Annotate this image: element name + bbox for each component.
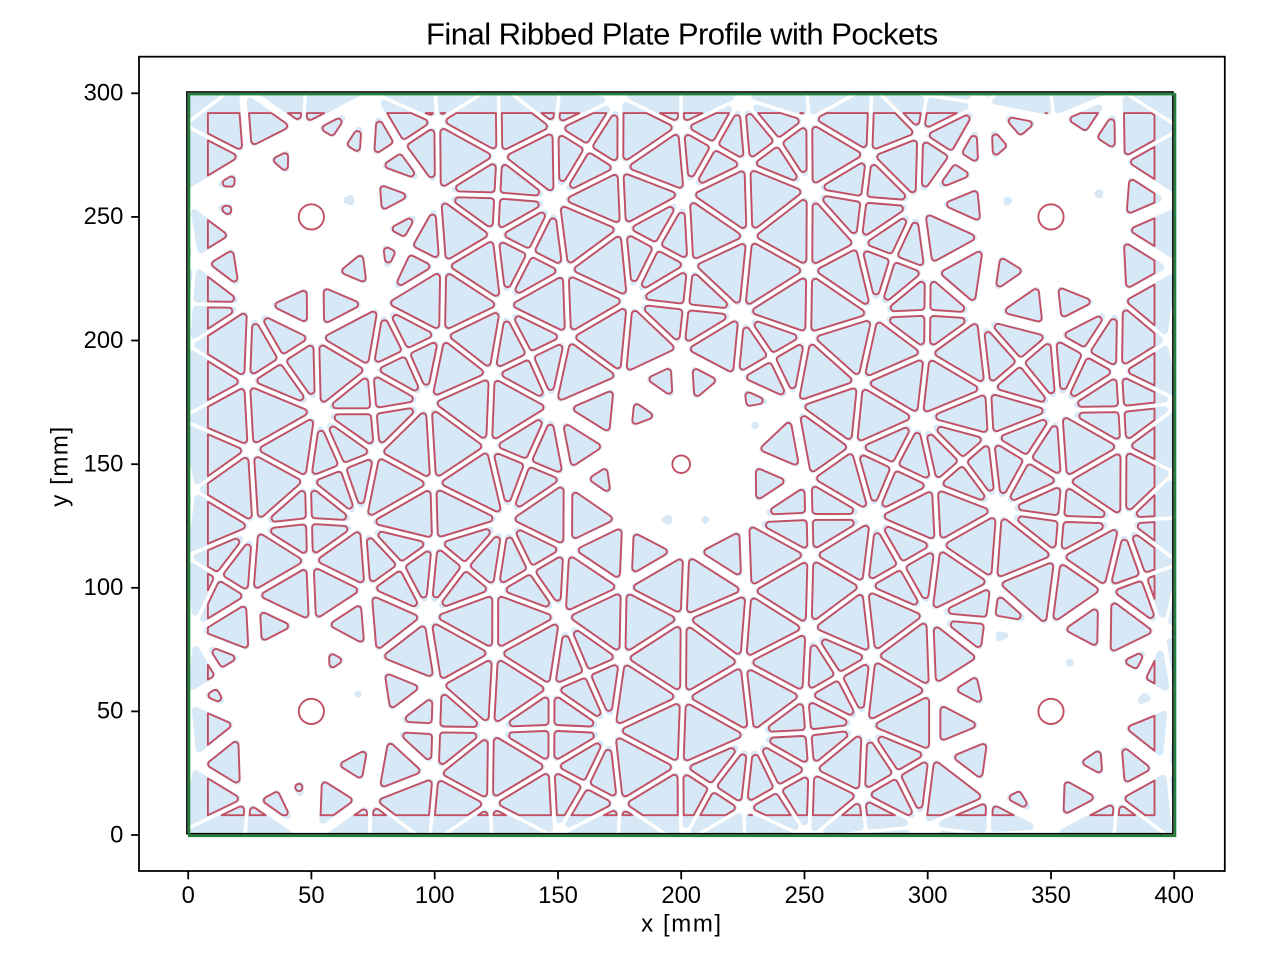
svg-text:y [mm]: y [mm] (47, 425, 74, 507)
svg-text:400: 400 (1154, 882, 1194, 909)
svg-text:50: 50 (298, 882, 324, 909)
svg-text:200: 200 (661, 882, 701, 909)
svg-text:0: 0 (110, 821, 123, 848)
svg-text:300: 300 (908, 882, 948, 909)
svg-text:Final Ribbed Plate Profile wit: Final Ribbed Plate Profile with Pockets (426, 17, 938, 52)
svg-text:100: 100 (84, 574, 124, 601)
svg-text:250: 250 (785, 882, 825, 909)
svg-text:150: 150 (84, 451, 124, 478)
svg-text:250: 250 (84, 203, 124, 230)
svg-text:x [mm]: x [mm] (641, 911, 723, 938)
svg-text:0: 0 (182, 882, 195, 909)
svg-text:200: 200 (84, 327, 124, 354)
svg-text:100: 100 (415, 882, 455, 909)
svg-text:50: 50 (97, 698, 123, 725)
svg-text:350: 350 (1031, 882, 1071, 909)
svg-text:150: 150 (538, 882, 578, 909)
svg-text:300: 300 (84, 80, 124, 107)
